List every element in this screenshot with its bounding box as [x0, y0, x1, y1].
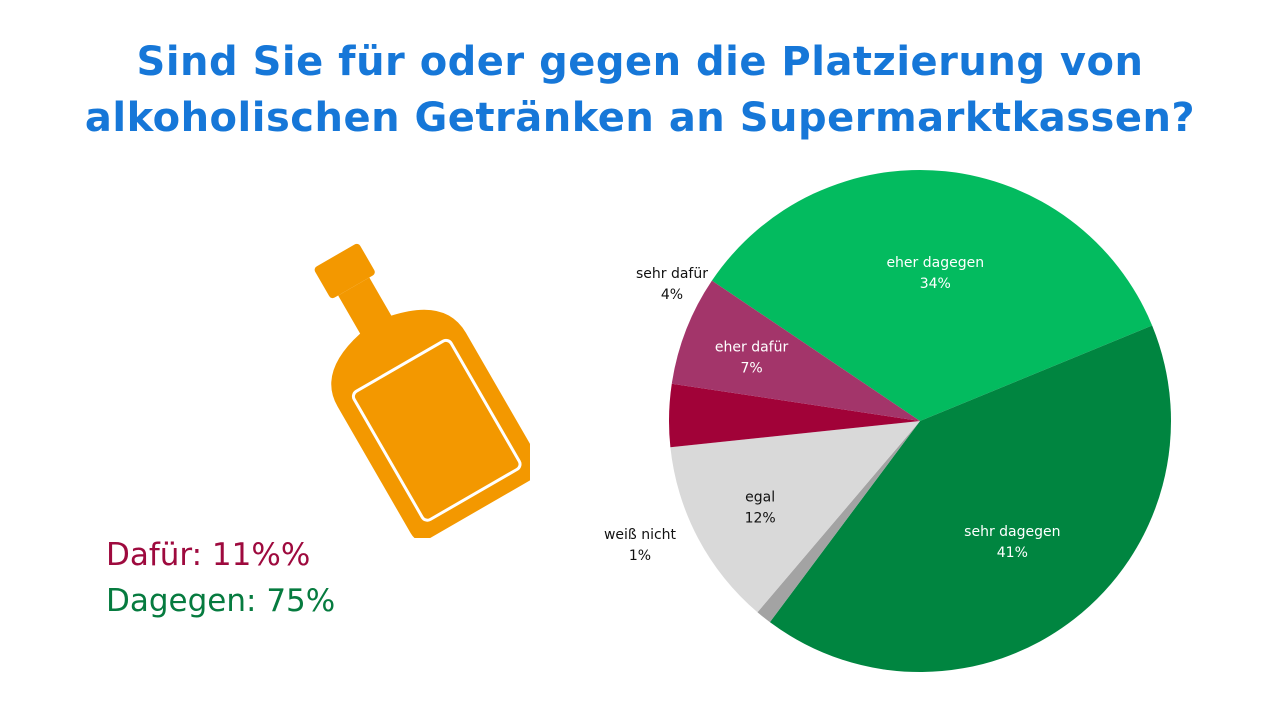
slice-label-value: 41%: [997, 545, 1028, 561]
slice-label-name: eher dagegen: [886, 255, 984, 271]
summary-for: Dafür: 11%%: [106, 537, 311, 573]
slice-label-value: 4%: [661, 287, 683, 303]
slice-label: eher dafür 7%: [715, 339, 789, 376]
chart-title: Sind Sie für oder gegen die Platzierung …: [0, 34, 1280, 146]
slice-label-value: 1%: [629, 548, 651, 564]
slice-label-name: eher dafür: [715, 339, 789, 355]
pie-slice-egal: [670, 421, 920, 613]
title-line-2: alkoholischen Getränken an Supermarktkas…: [84, 95, 1196, 141]
slice-label: sehr dafür 4%: [636, 266, 708, 303]
slice-label-name: sehr dafür: [636, 266, 708, 282]
pie-slice-eher-dagegen: [711, 169, 1153, 421]
slice-label: eher dagegen 34%: [886, 255, 984, 292]
pie-slice-sehr-dafür: [669, 383, 920, 448]
slice-label-name: sehr dagegen: [964, 524, 1060, 540]
slice-label: sehr dagegen 41%: [964, 524, 1060, 561]
title-line-1: Sind Sie für oder gegen die Platzierung …: [136, 39, 1144, 85]
summary-against: Dagegen: 75%: [106, 583, 336, 619]
pie-slice-weiss-nicht: [757, 421, 920, 623]
pie-slice-sehr-dagegen: [769, 325, 1172, 672]
slice-label-value: 12%: [745, 510, 776, 526]
slice-label-name: weiß nicht: [604, 527, 677, 543]
slice-label-value: 34%: [920, 276, 951, 292]
slice-label: weiß nicht 1%: [604, 527, 677, 564]
slice-label: egal 12%: [745, 489, 776, 526]
summary: Dafür: 11%% Dagegen: 75%: [106, 532, 335, 624]
pie-slice-eher-dafür: [671, 280, 920, 421]
slice-label-name: egal: [745, 489, 775, 505]
slice-label-value: 7%: [740, 360, 762, 376]
bottle-icon: [314, 243, 530, 538]
